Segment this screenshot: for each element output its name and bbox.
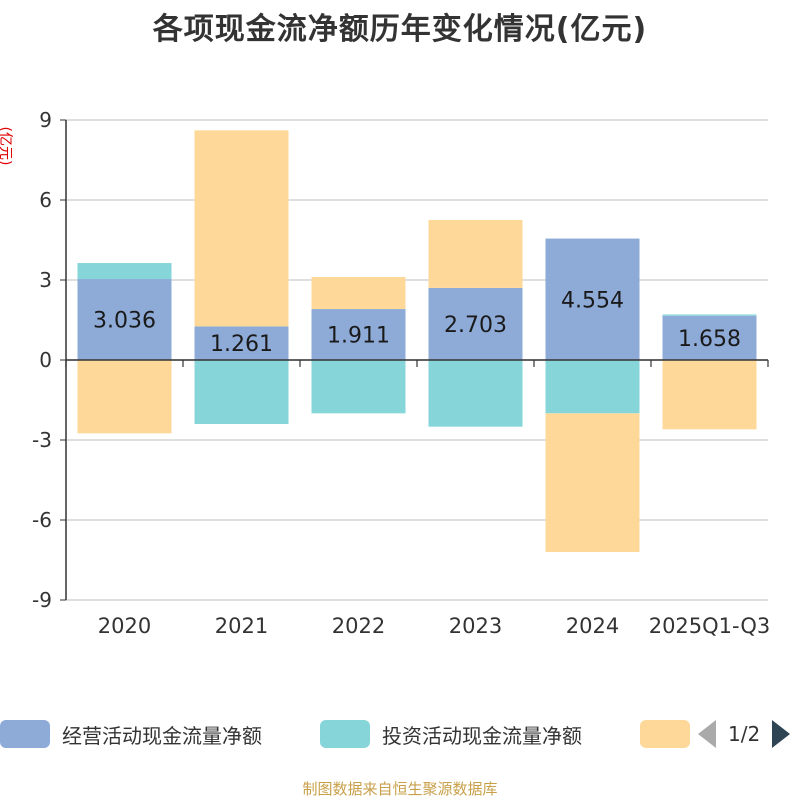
legend-label-investing: 投资活动现金流量净额 (382, 723, 582, 748)
bar-3-2024 (545, 413, 640, 552)
legend-item-investing[interactable]: 投资活动现金流量净额 (320, 716, 582, 752)
y-tick-label: 3 (39, 268, 52, 292)
data-label: 1.911 (327, 324, 390, 349)
legend-item-operating[interactable]: 经营活动现金流量净额 (0, 716, 262, 752)
data-label: 1.261 (210, 332, 273, 357)
bar-1-2024 (545, 238, 640, 360)
data-label: 3.036 (93, 309, 156, 334)
bar-3-2025Q1-Q3 (662, 360, 757, 430)
bar-1-2025Q1-Q3 (662, 315, 757, 360)
bar-1-2023 (428, 287, 523, 360)
legend-label-operating: 经营活动现金流量净额 (62, 723, 262, 748)
bar-2-2022 (311, 360, 406, 414)
bar-3-2021 (194, 130, 289, 327)
bar-1-2020 (77, 279, 172, 360)
source-note: 制图数据来自恒生聚源数据库 (302, 780, 498, 798)
bar-1-2021 (194, 326, 289, 360)
legend-item-series-3[interactable] (640, 716, 702, 752)
x-tick-label: 2023 (449, 614, 502, 638)
bar-3-2020 (77, 360, 172, 434)
x-tick-label: 2020 (98, 614, 151, 638)
x-tick-label: 2021 (215, 614, 268, 638)
legend-swatch-operating (0, 720, 50, 748)
chart-title: 各项现金流净额历年变化情况(亿元) (152, 12, 648, 47)
bar-2-2021 (194, 360, 289, 424)
y-tick-label: -6 (32, 508, 52, 532)
y-tick-label: -3 (32, 428, 52, 452)
x-tick-label: 2025Q1-Q3 (649, 614, 771, 638)
legend-next-icon[interactable] (772, 720, 791, 748)
legend-prev-icon[interactable] (698, 720, 716, 748)
y-tick-label: -9 (32, 588, 52, 612)
bar-3-2022 (311, 277, 406, 310)
bar-1-2022 (311, 309, 406, 360)
y-tick-label: 6 (39, 188, 52, 212)
legend-swatch-series-3 (640, 720, 690, 748)
bar-2-2023 (428, 360, 523, 427)
data-label: 4.554 (561, 288, 624, 313)
x-tick-label: 2022 (332, 614, 385, 638)
legend-pager: 1/2 (698, 716, 791, 752)
data-label: 2.703 (444, 313, 507, 338)
x-tick-label: 2024 (566, 614, 619, 638)
y-tick-label: 9 (39, 108, 52, 132)
legend-swatch-investing (320, 720, 370, 748)
y-tick-label: 0 (39, 348, 52, 372)
bar-2-2024 (545, 360, 640, 414)
bar-2-2020 (77, 263, 172, 280)
legend-page-indicator: 1/2 (728, 722, 761, 746)
bar-3-2023 (428, 219, 523, 288)
bar-2-2025Q1-Q3 (662, 314, 757, 316)
data-label: 1.658 (678, 327, 741, 352)
